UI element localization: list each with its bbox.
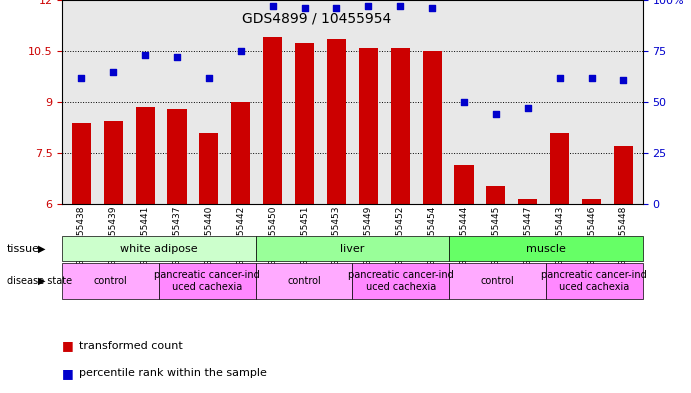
Point [171, 54, 182, 61]
Text: control: control [287, 276, 321, 286]
Text: pancreatic cancer-ind
uced cachexia: pancreatic cancer-ind uced cachexia [154, 270, 261, 292]
Point [108, 68, 119, 75]
Bar [104, 121, 123, 204]
Point [426, 5, 437, 11]
Bar [295, 42, 314, 204]
Text: GDS4899 / 10455954: GDS4899 / 10455954 [242, 12, 391, 26]
Bar [72, 123, 91, 204]
Text: ▶: ▶ [38, 244, 46, 253]
Text: ■: ■ [62, 339, 74, 353]
Point [267, 3, 278, 9]
Point [586, 75, 597, 81]
Point [76, 75, 87, 81]
Text: pancreatic cancer-ind
uced cachexia: pancreatic cancer-ind uced cachexia [541, 270, 647, 292]
Text: percentile rank within the sample: percentile rank within the sample [79, 368, 267, 378]
Point [363, 3, 374, 9]
Text: muscle: muscle [526, 244, 566, 253]
Point [331, 5, 342, 11]
Text: ■: ■ [62, 367, 74, 380]
Point [395, 3, 406, 9]
Bar [390, 48, 410, 204]
Bar [582, 199, 601, 204]
Text: disease state: disease state [7, 276, 72, 286]
Point [554, 75, 565, 81]
Text: control: control [481, 276, 514, 286]
Text: ▶: ▶ [38, 276, 46, 286]
Point [459, 99, 470, 105]
Bar [518, 199, 538, 204]
Point [140, 52, 151, 58]
Point [235, 48, 246, 54]
Text: liver: liver [340, 244, 365, 253]
Point [522, 105, 533, 112]
Bar [327, 39, 346, 204]
Text: pancreatic cancer-ind
uced cachexia: pancreatic cancer-ind uced cachexia [348, 270, 454, 292]
Bar [359, 48, 378, 204]
Bar [135, 107, 155, 204]
Point [299, 5, 310, 11]
Point [618, 77, 629, 83]
Bar [423, 51, 442, 204]
Text: tissue: tissue [7, 244, 40, 253]
Bar [550, 133, 569, 204]
Point [491, 111, 502, 118]
Bar [263, 37, 282, 204]
Bar [231, 102, 250, 204]
Text: white adipose: white adipose [120, 244, 198, 253]
Bar [614, 147, 633, 204]
Bar [455, 165, 473, 204]
Bar [486, 185, 506, 204]
Text: control: control [94, 276, 127, 286]
Point [203, 75, 214, 81]
Text: transformed count: transformed count [79, 341, 183, 351]
Bar [167, 109, 187, 204]
Bar [199, 133, 218, 204]
